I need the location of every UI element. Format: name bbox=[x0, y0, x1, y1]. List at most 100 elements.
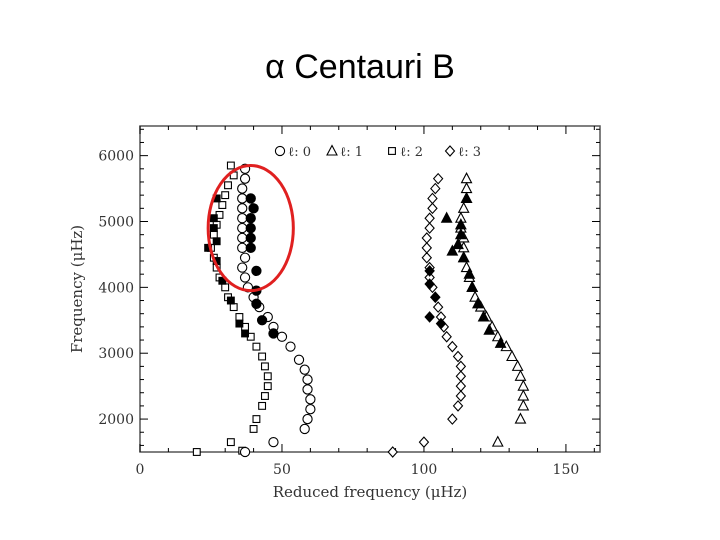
data-point-square-open bbox=[226, 438, 235, 447]
data-point-square-filled bbox=[209, 214, 218, 223]
data-point-diamond-open bbox=[421, 251, 433, 264]
legend-marker-circle bbox=[274, 145, 286, 157]
data-point-triangle-filled bbox=[446, 244, 459, 256]
data-point-diamond-open bbox=[455, 360, 467, 373]
y-tick-label: 6000 bbox=[98, 149, 134, 165]
data-point-triangle-open bbox=[460, 172, 473, 184]
data-point-triangle-filled bbox=[454, 227, 467, 240]
data-point-square-open bbox=[229, 303, 238, 312]
data-point-circle-open bbox=[237, 222, 248, 234]
data-point-square-filled bbox=[209, 224, 218, 233]
data-point-circle-filled bbox=[251, 298, 262, 309]
data-point-circle-filled bbox=[268, 328, 279, 339]
data-point-circle-filled bbox=[248, 203, 259, 214]
data-point-square-open bbox=[221, 191, 230, 200]
data-point-triangle-filled bbox=[463, 267, 476, 279]
data-point-circle-filled bbox=[256, 315, 268, 326]
data-point-square-open bbox=[260, 362, 269, 371]
data-point-diamond-open bbox=[424, 212, 435, 225]
data-point-triangle-open bbox=[514, 412, 527, 424]
data-point-square-open bbox=[263, 372, 272, 381]
data-point-diamond-filled bbox=[430, 291, 441, 304]
data-point-circle-open bbox=[305, 404, 316, 415]
data-point-diamond-open bbox=[427, 192, 438, 205]
data-point-circle-open bbox=[285, 341, 296, 352]
data-point-diamond-open bbox=[455, 370, 467, 383]
data-point-diamond-open bbox=[430, 182, 441, 195]
data-point-diamond-filled bbox=[435, 317, 447, 330]
legend-marker-diamond bbox=[444, 145, 456, 157]
data-point-diamond-open bbox=[432, 301, 444, 313]
data-point-square-open bbox=[192, 448, 201, 456]
plot-frame bbox=[139, 125, 601, 453]
legend-label: ℓ: 3 bbox=[458, 145, 481, 160]
data-point-square-open bbox=[226, 161, 235, 170]
y-tick-label: 3000 bbox=[98, 346, 134, 362]
data-point-circle-open bbox=[268, 436, 279, 448]
data-point-circle-open bbox=[276, 331, 288, 342]
data-point-square-filled bbox=[226, 296, 235, 305]
data-point-diamond-open bbox=[455, 390, 467, 402]
data-point-circle-open bbox=[237, 242, 248, 253]
data-point-circle-open bbox=[239, 446, 251, 458]
data-point-triangle-open bbox=[457, 201, 470, 213]
data-point-triangle-open bbox=[517, 379, 530, 391]
data-point-diamond-open bbox=[447, 340, 458, 353]
data-point-circle-filled bbox=[245, 242, 256, 253]
legend-marker-triangle bbox=[326, 144, 338, 156]
data-point-triangle-open bbox=[517, 389, 530, 401]
data-point-square-open bbox=[249, 424, 258, 433]
data-point-circle-filled bbox=[251, 265, 262, 277]
data-point-circle-open bbox=[239, 173, 251, 184]
data-point-diamond-filled bbox=[424, 311, 435, 323]
data-point-circle-open bbox=[237, 262, 248, 273]
data-point-diamond-open bbox=[455, 380, 467, 392]
data-point-circle-open bbox=[237, 213, 248, 224]
data-point-circle-open bbox=[237, 203, 248, 214]
data-point-circle-open bbox=[302, 374, 313, 385]
data-point-square-open bbox=[260, 392, 269, 400]
data-point-circle-open bbox=[237, 193, 248, 204]
data-point-triangle-filled bbox=[466, 280, 479, 292]
data-point-circle-open bbox=[299, 423, 310, 435]
data-point-diamond-open bbox=[418, 436, 430, 448]
y-tick-label: 5000 bbox=[98, 214, 134, 230]
y-tick-label: 2000 bbox=[98, 412, 134, 428]
data-point-diamond-open bbox=[432, 172, 444, 185]
highlight-ellipse bbox=[206, 164, 295, 293]
data-point-square-open bbox=[258, 401, 267, 410]
data-point-circle-open bbox=[305, 394, 316, 405]
data-point-triangle-filled bbox=[460, 191, 473, 203]
data-point-triangle-filled bbox=[494, 336, 507, 348]
data-point-circle-open bbox=[302, 384, 313, 395]
x-tick-label: 50 bbox=[273, 462, 291, 478]
data-point-triangle-filled bbox=[440, 211, 453, 223]
page-title: α Centauri B bbox=[265, 48, 455, 86]
data-point-triangle-filled bbox=[477, 310, 490, 322]
data-point-circle-filled bbox=[245, 222, 256, 234]
data-point-triangle-filled bbox=[452, 237, 464, 250]
data-point-diamond-open bbox=[424, 222, 435, 234]
data-point-diamond-open bbox=[387, 446, 398, 458]
data-point-diamond-open bbox=[441, 330, 452, 343]
data-point-triangle-open bbox=[506, 349, 518, 362]
data-point-square-open bbox=[252, 342, 261, 351]
data-point-diamond-open bbox=[452, 400, 464, 412]
legend-label: ℓ: 1 bbox=[340, 145, 363, 160]
data-point-circle-open bbox=[302, 413, 313, 425]
x-tick-label: 150 bbox=[553, 462, 580, 478]
data-point-circle-open bbox=[237, 183, 248, 194]
data-point-diamond-open bbox=[421, 232, 433, 244]
data-point-square-open bbox=[221, 283, 230, 292]
data-point-square-open bbox=[209, 230, 218, 239]
data-point-square-open bbox=[252, 415, 261, 424]
data-point-diamond-open bbox=[427, 202, 438, 215]
data-point-square-open bbox=[224, 181, 232, 190]
data-point-circle-open bbox=[239, 272, 251, 283]
legend-marker-square bbox=[388, 147, 396, 155]
data-point-square-open bbox=[258, 352, 267, 361]
data-point-circle-filled bbox=[245, 232, 256, 244]
data-point-square-filled bbox=[235, 319, 244, 328]
x-tick-label: 0 bbox=[136, 462, 145, 478]
